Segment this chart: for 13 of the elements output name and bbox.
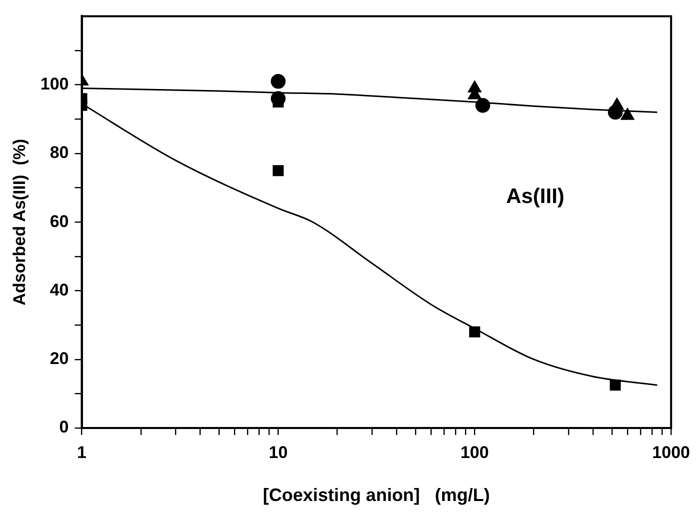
y-tick-label: 0 xyxy=(59,418,69,437)
y-axis-title: Adsorbed As(III) (%) xyxy=(10,138,29,306)
x-tick-label: 100 xyxy=(460,442,489,462)
y-tick-label: 100 xyxy=(40,74,69,94)
annotation: As(III) xyxy=(506,185,564,208)
x-tick-label: 10 xyxy=(268,442,288,462)
x-tick-label: 1 xyxy=(77,442,86,462)
y-tick-label: 60 xyxy=(50,212,69,231)
y-tick-label: 80 xyxy=(50,143,69,162)
y-tick-label: 40 xyxy=(50,280,69,300)
y-tick-label: 20 xyxy=(50,349,69,368)
x-tick-label: 1000 xyxy=(652,442,690,462)
x-axis-title: [Coexisting anion] (mg/L) xyxy=(262,485,490,506)
